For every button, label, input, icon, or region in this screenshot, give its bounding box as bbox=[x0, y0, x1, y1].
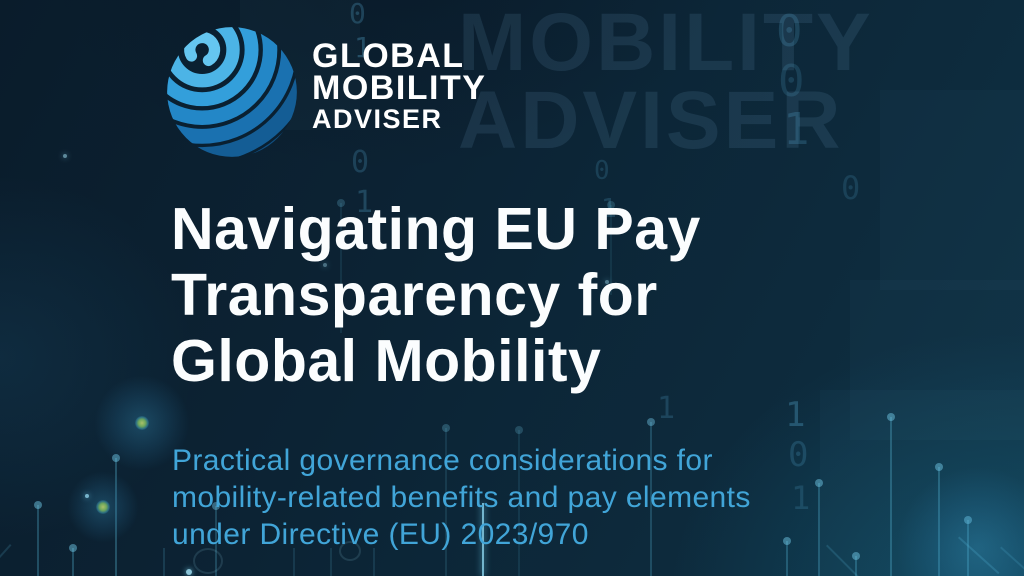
circuit-line bbox=[163, 548, 165, 576]
circuit-line bbox=[786, 541, 788, 576]
circuit-line bbox=[518, 430, 520, 576]
glow-orb-core bbox=[96, 500, 110, 514]
circuit-line bbox=[293, 548, 295, 576]
globe-icon bbox=[167, 27, 297, 157]
circuit-line bbox=[445, 428, 447, 576]
circuit-line bbox=[967, 520, 969, 576]
circuit-node-dot bbox=[887, 413, 895, 421]
circuit-node-dot bbox=[442, 424, 450, 432]
page-title: Navigating EU Pay Transparency for Globa… bbox=[171, 196, 701, 394]
circuit-node-dot bbox=[112, 454, 120, 462]
circuit-line bbox=[72, 548, 74, 576]
circuit-node-dot bbox=[815, 479, 823, 487]
brand-line-mobility: MOBILITY bbox=[312, 69, 487, 107]
binary-digit: 1 bbox=[601, 194, 617, 224]
page-subtitle: Practical governance considerations for … bbox=[172, 442, 751, 553]
circuit-node-dot bbox=[964, 516, 972, 524]
binary-digit: 1 bbox=[657, 391, 676, 426]
circuit-node-dot bbox=[34, 501, 42, 509]
subtitle-line-3: under Directive (EU) 2023/970 bbox=[172, 518, 589, 551]
circuit-line bbox=[610, 205, 612, 295]
circuit-line bbox=[115, 458, 117, 576]
binary-digit: 0 bbox=[594, 156, 610, 186]
binary-digit: 1 bbox=[785, 395, 806, 435]
circuit-line bbox=[373, 548, 375, 576]
brand-wordmark: GLOBAL MOBILITY ADVISER bbox=[312, 37, 487, 134]
bokeh-ring bbox=[193, 548, 223, 574]
circuit-line bbox=[650, 422, 652, 576]
binary-digit: 0 bbox=[841, 169, 861, 207]
brand-line-global: GLOBAL bbox=[312, 37, 465, 75]
background-block bbox=[880, 90, 1024, 290]
binary-digit: 0 bbox=[776, 6, 803, 57]
circuit-node-dot bbox=[607, 201, 615, 209]
circuit-line bbox=[818, 483, 820, 576]
circuit-node-dot bbox=[337, 199, 345, 207]
bokeh-ring bbox=[339, 541, 361, 561]
binary-digit: 1 bbox=[791, 479, 811, 517]
binary-digit: 1 bbox=[354, 31, 371, 64]
title-line-1: Navigating EU Pay bbox=[171, 196, 701, 262]
watermark-line-2: ADVISER bbox=[458, 75, 844, 166]
circuit-line bbox=[938, 467, 940, 576]
circuit-node-dot bbox=[783, 537, 791, 545]
circuit-line bbox=[855, 556, 857, 576]
binary-digit: 0 bbox=[778, 56, 805, 107]
sparkle-dot bbox=[605, 280, 609, 284]
sparkle-dot bbox=[410, 218, 414, 222]
sparkle-dot bbox=[63, 154, 67, 158]
sparkle-dot bbox=[323, 263, 327, 267]
circuit-line bbox=[890, 417, 892, 576]
circuit-line bbox=[215, 506, 217, 576]
watermark-line-1: MOBILITY bbox=[458, 0, 874, 88]
circuit-node-dot bbox=[212, 502, 220, 510]
circuit-node-dot bbox=[852, 552, 860, 560]
binary-digit: 0 bbox=[788, 435, 809, 475]
sparkle-dot bbox=[186, 569, 192, 575]
binary-digit: 0 bbox=[349, 0, 366, 30]
circuit-line bbox=[340, 203, 342, 333]
title-line-3: Global Mobility bbox=[171, 328, 602, 394]
glowing-circuit-line bbox=[482, 503, 484, 576]
binary-digit: 1 bbox=[355, 185, 374, 220]
title-line-2: Transparency for bbox=[171, 262, 658, 328]
glow-orb-core bbox=[135, 416, 149, 430]
circuit-node-dot bbox=[935, 463, 943, 471]
circuit-node-dot bbox=[69, 544, 77, 552]
circuit-line bbox=[330, 548, 332, 576]
subtitle-line-1: Practical governance considerations for bbox=[172, 444, 713, 477]
diagonal-circuit-line bbox=[0, 544, 12, 576]
circuit-line bbox=[37, 505, 39, 576]
sparkle-dot bbox=[85, 494, 89, 498]
binary-digit: 1 bbox=[783, 104, 810, 155]
circuit-node-dot bbox=[515, 426, 523, 434]
subtitle-line-2: mobility-related benefits and pay elemen… bbox=[172, 481, 751, 514]
circuit-node-dot bbox=[647, 418, 655, 426]
brand-watermark: MOBILITY ADVISER bbox=[458, 0, 874, 166]
binary-digit: 0 bbox=[351, 145, 370, 180]
brand-line-adviser: ADVISER bbox=[312, 104, 443, 134]
